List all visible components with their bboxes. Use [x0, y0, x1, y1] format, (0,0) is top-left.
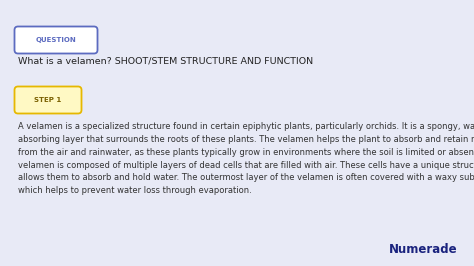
Text: Numerade: Numerade — [389, 243, 458, 256]
Text: A velamen is a specialized structure found in certain epiphytic plants, particul: A velamen is a specialized structure fou… — [18, 122, 474, 195]
Text: STEP 1: STEP 1 — [35, 97, 62, 103]
Text: QUESTION: QUESTION — [36, 37, 76, 43]
Text: What is a velamen? SHOOT/STEM STRUCTURE AND FUNCTION: What is a velamen? SHOOT/STEM STRUCTURE … — [18, 56, 313, 65]
FancyBboxPatch shape — [15, 86, 82, 114]
FancyBboxPatch shape — [15, 27, 98, 53]
